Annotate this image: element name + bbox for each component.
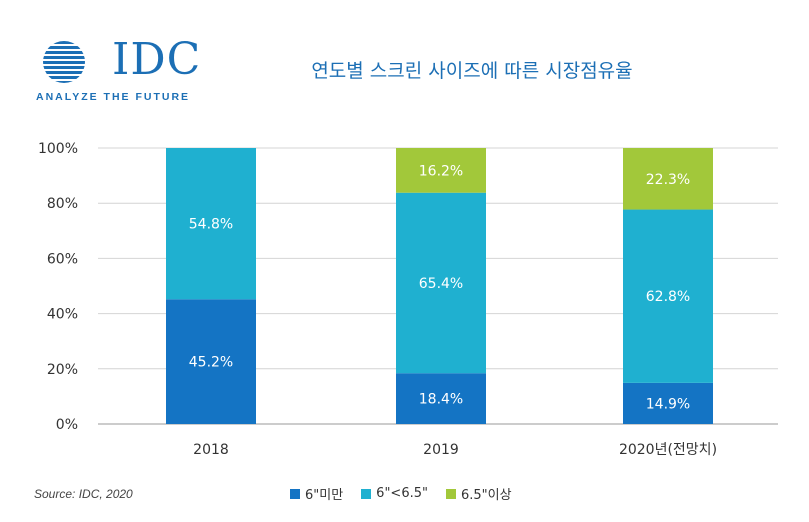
y-tick-label: 60% <box>47 251 78 267</box>
legend-label: 6.5"이상 <box>460 488 512 503</box>
data-label: 62.8% <box>646 289 690 305</box>
legend-item-6-to-6.5: 6"<6.5" <box>361 484 428 503</box>
data-label: 65.4% <box>419 276 463 292</box>
y-tick-label: 20% <box>47 362 78 378</box>
legend-swatch <box>290 488 300 499</box>
bar-segment <box>166 148 256 300</box>
logo-tagline: ANALYZE THE FUTURE <box>36 91 191 103</box>
y-tick-label: 40% <box>47 307 78 323</box>
bar-segment <box>396 148 486 193</box>
bar-segment <box>166 299 256 424</box>
x-tick-label: 2018 <box>193 442 229 458</box>
bar-segment <box>396 373 486 424</box>
globe-icon <box>43 41 85 83</box>
data-label: 54.8% <box>189 217 233 233</box>
legend-label: 6"미만 <box>305 488 344 503</box>
logo-text: IDC <box>112 34 202 85</box>
legend: 6"미만 6"<6.5" 6.5"이상 <box>290 484 512 503</box>
idc-logo: IDC ANALYZE THE FUTURE <box>34 34 214 103</box>
y-tick-label: 100% <box>38 141 78 157</box>
data-label: 22.3% <box>646 172 690 188</box>
x-tick-label: 2020년(전망치) <box>619 442 717 458</box>
data-label: 14.9% <box>646 396 690 412</box>
legend-item-over-6.5: 6.5"이상 <box>445 484 512 503</box>
source-note: Source: IDC, 2020 <box>34 487 133 501</box>
y-tick-label: 0% <box>56 417 78 433</box>
bar-segment <box>623 382 713 424</box>
bar-segment <box>623 209 713 383</box>
legend-item-under-6: 6"미만 <box>290 484 343 503</box>
bar-segment <box>396 192 486 374</box>
legend-label: 6"<6.5" <box>376 486 428 501</box>
chart-title: 연도별 스크린 사이즈에 따른 시장점유율 <box>311 60 633 82</box>
stacked-bar-chart: 0% 20% 40% 60% 80% 100% 45.2% 54.8% 2018 18.4% 65.… <box>38 141 778 458</box>
y-tick-label: 80% <box>47 196 78 212</box>
data-label: 45.2% <box>189 355 233 371</box>
bar-segment <box>623 148 713 210</box>
data-label: 16.2% <box>419 163 463 179</box>
data-label: 18.4% <box>419 392 463 408</box>
legend-swatch <box>445 488 456 499</box>
x-tick-label: 2019 <box>423 442 459 458</box>
legend-swatch <box>361 488 372 499</box>
